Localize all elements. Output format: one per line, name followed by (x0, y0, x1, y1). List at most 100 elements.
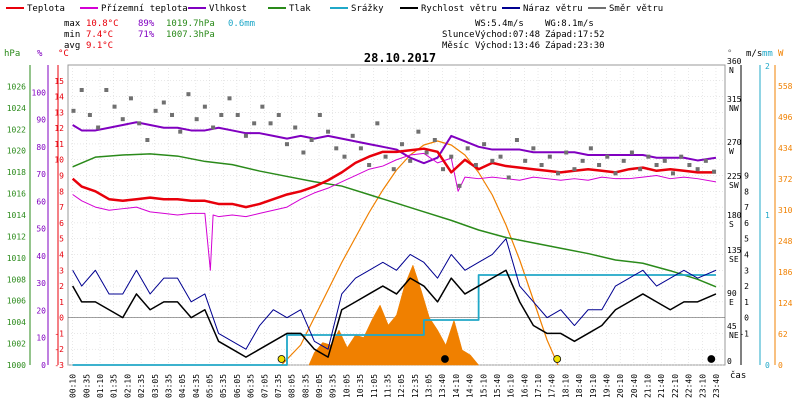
series-speed-line (72, 269, 717, 358)
stats-max-rain: 0.6mm (228, 19, 255, 29)
tick-label-direction-deg: 0 (727, 357, 732, 366)
x-tick-label: 21:40 (657, 374, 666, 398)
series-direction-point (71, 108, 76, 113)
series-direction-point (514, 138, 519, 142)
tick-label-direction-deg: 315 (727, 95, 742, 104)
series-direction-point (646, 154, 651, 159)
x-tick-label: 09:35 (329, 374, 338, 398)
tick-label-pressure: 1026 (7, 82, 26, 91)
series-direction-point (506, 175, 511, 180)
series-direction-point (662, 158, 667, 163)
series-direction-point (441, 167, 446, 172)
stats-min-temp: 7.4°C (86, 30, 113, 40)
series-direction-point (457, 183, 462, 188)
legend-label-5: Rychlost větru (421, 4, 497, 14)
series-rain-line (72, 274, 716, 366)
x-tick-label: 19:10 (589, 374, 598, 398)
series-direction-point (317, 113, 322, 117)
legend-label-1: Přízemní teplota (101, 4, 188, 14)
sun-set: Západ:17:52 (545, 30, 605, 40)
series-direction-point (580, 158, 585, 163)
tick-label-temperature: 3 (59, 266, 64, 275)
legend-label-7: Směr větru (609, 4, 663, 14)
tick-label-direction-deg: 135 (727, 246, 742, 255)
series-direction-point (473, 163, 478, 167)
series-direction-point (104, 88, 109, 92)
series-direction-point (120, 117, 125, 122)
series-direction-point (260, 104, 265, 109)
series-direction-point (490, 158, 495, 163)
tick-label-humidity: 100 (32, 88, 47, 97)
x-tick-label: 21:10 (644, 374, 653, 398)
moon-set: Západ:23:30 (545, 41, 605, 51)
series-direction-point (703, 158, 708, 163)
x-tick-label: 04:35 (192, 374, 201, 398)
series-direction-point (301, 150, 306, 155)
series-direction-point (482, 142, 487, 147)
legend-label-2: Vlhkost (209, 4, 247, 14)
tick-label-temperature: 11 (54, 140, 64, 149)
tick-label-pressure: 1002 (7, 340, 26, 349)
series-direction-point (498, 154, 503, 159)
sun-label: Slunce (442, 30, 475, 40)
legend-label-6: Náraz větru (523, 4, 583, 14)
x-tick-label: 15:40 (493, 374, 502, 398)
tick-label-temperature: -2 (54, 345, 64, 354)
series-direction-point (679, 154, 684, 159)
tick-label-temperature: 2 (59, 282, 64, 291)
x-tick-label: 19:40 (602, 374, 611, 398)
tick-label-wind: 3 (744, 266, 749, 275)
series-direction-point (96, 125, 101, 130)
series-direction-point (137, 121, 142, 126)
series-direction-point (605, 154, 610, 159)
tick-label-solar: 0 (778, 361, 783, 370)
tick-label-wind: 1 (744, 298, 749, 307)
tick-label-temperature: 15 (54, 77, 64, 86)
tick-label-pressure: 1004 (7, 318, 26, 327)
tick-label-temperature: 13 (54, 108, 64, 117)
x-tick-label: 04:05 (178, 374, 187, 398)
series-direction-point (326, 129, 331, 134)
series-direction-point (399, 142, 404, 147)
x-tick-label: 17:40 (548, 374, 557, 398)
tick-label-humidity: 90 (36, 116, 46, 125)
series-direction-point (194, 117, 199, 122)
tick-label-solar: 310 (778, 206, 793, 215)
unit-deg: ° (727, 49, 732, 59)
series-direction-point (268, 121, 273, 126)
tick-label-temperature: 7 (59, 203, 64, 212)
series-direction-point (465, 146, 470, 151)
stats-max-pres: 1019.7hPa (166, 19, 215, 29)
unit-wm2: W (778, 49, 784, 59)
tick-label-wind: 6 (744, 219, 749, 228)
x-tick-label: 08:35 (301, 374, 310, 398)
tick-label-direction-deg: 90 (727, 289, 737, 298)
series-direction-point (145, 138, 150, 142)
tick-label-wind: -1 (739, 329, 749, 338)
legend-label-0: Teplota (27, 4, 65, 14)
series-direction-point (202, 104, 207, 109)
series-direction-point (539, 163, 544, 167)
series-direction-point (112, 104, 117, 109)
series-direction-point (621, 158, 626, 163)
x-tick-label: 14:10 (452, 374, 461, 398)
stats-avg-label: avg (64, 41, 80, 51)
series-direction-point (87, 113, 92, 117)
series-direction-point (350, 133, 355, 138)
tick-label-temperature: 12 (54, 124, 64, 133)
series-direction-point (547, 154, 552, 159)
tick-label-wind: 5 (744, 235, 749, 244)
x-tick-label: 11:35 (383, 374, 392, 398)
series-direction-point (178, 129, 183, 134)
tick-label-direction-name: E (729, 298, 734, 307)
tick-label-pressure: 1014 (7, 211, 26, 220)
tick-label-wind: 8 (744, 187, 749, 196)
tick-label-humidity: 80 (36, 143, 46, 152)
series-direction-point (235, 113, 240, 117)
x-tick-label: 06:35 (247, 374, 256, 398)
x-tick-label: 16:40 (520, 374, 529, 398)
series-solar-curve (281, 140, 559, 366)
tick-label-pressure: 1000 (7, 361, 26, 370)
series-direction-point (285, 142, 289, 147)
